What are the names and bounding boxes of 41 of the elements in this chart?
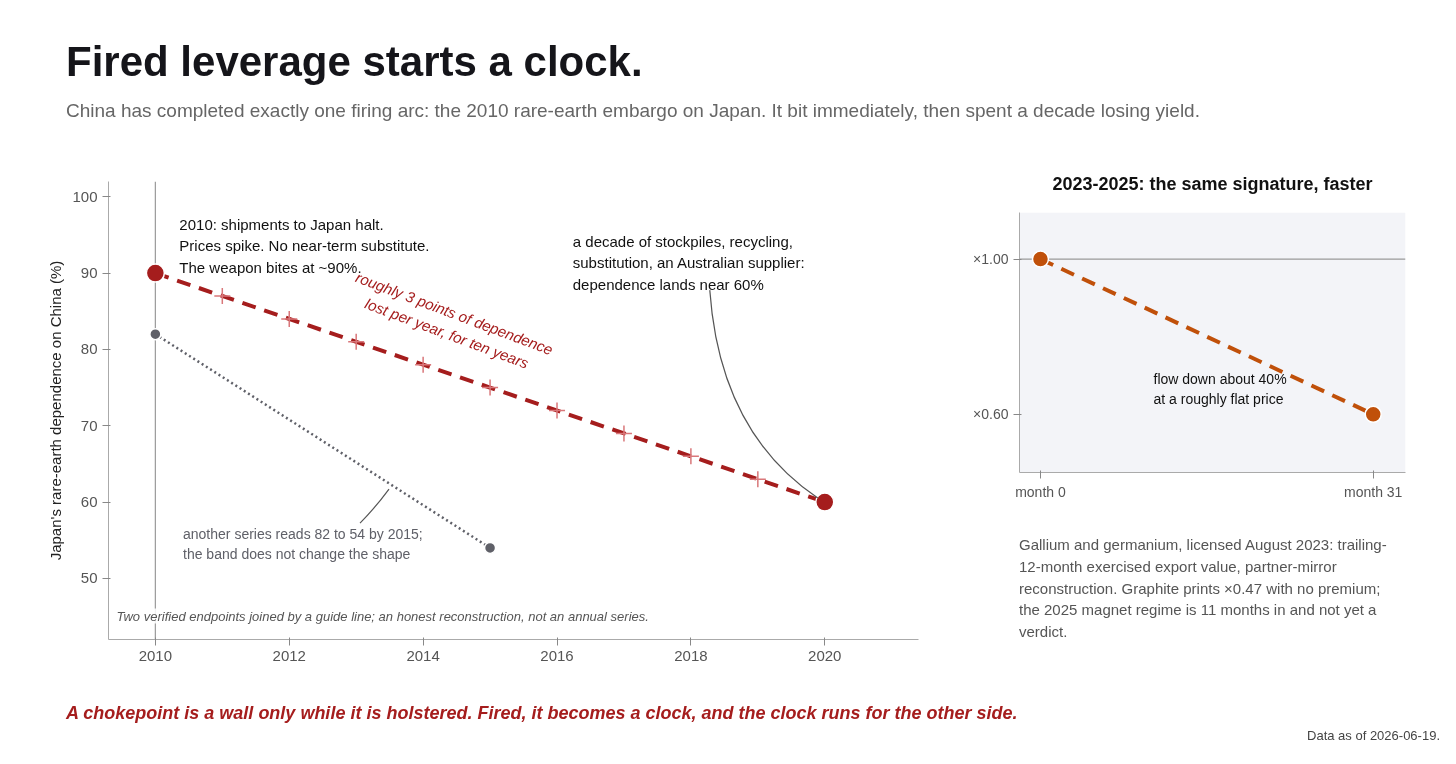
annotation: a decade of stockpiles, recycling, substitution, an Australian supplier: dependence lands near 60% [572, 233, 805, 293]
x-tick-label: 2010 [138, 646, 173, 664]
y-axis-title: Japan's rare-earth dependence on China (%) [47, 260, 65, 561]
text: Gallium and germanium, licensed August 2023: trailing-12-month exercised export value, partner-mirror reconstruction. Graphite prints ×0.47 with no premium; the 2025 magnet regime is 11 months in and not yet a verdict. [1019, 535, 1388, 642]
point [280, 310, 298, 328]
y-tick-label: 70 [80, 416, 98, 434]
x-tick-label: 2018 [674, 646, 708, 664]
x-tick-label: month 0 [1015, 483, 1066, 500]
y-tick-label: 50 [80, 569, 98, 587]
point [213, 287, 232, 305]
point [149, 327, 162, 341]
chart-title: Fired leverage starts a clock. [66, 37, 643, 87]
x-tick-label: month 31 [1344, 483, 1403, 500]
point [749, 470, 767, 488]
y-tick-label: ×1.00 [973, 251, 1009, 268]
annotation: Two verified endpoints joined by a guide line; an honest reconstruction, not an annual series. [116, 608, 649, 624]
point [483, 541, 497, 555]
point [347, 333, 365, 351]
point [815, 492, 835, 512]
text: A chokepoint is a wall only while it is holstered. Fired, it becomes a clock, and the clock runs for the other side. [66, 702, 1018, 725]
y-tick-label: 60 [80, 493, 98, 511]
chart-title: 2023-2025: the same signature, faster [1052, 173, 1373, 194]
y-tick-label: 100 [72, 187, 98, 205]
y-tick-label: 80 [80, 340, 98, 358]
point [414, 355, 432, 374]
chart-subtitle: China has completed exactly one firing arc: the 2010 rare-earth embargo on Japan. It bit immediately, then spent a decade losing yield. [66, 99, 1200, 123]
point [145, 263, 166, 283]
point [481, 378, 499, 397]
y-tick-label: 90 [80, 264, 98, 282]
annotation: another series reads 82 to 54 by 2015; the band does not change the shape [183, 526, 423, 563]
point [615, 424, 633, 443]
x-tick-label: 2012 [272, 646, 306, 664]
x-tick-label: 2014 [406, 646, 440, 664]
point [548, 401, 566, 420]
x-tick-label: 2020 [808, 646, 842, 664]
x-tick-label: 2016 [540, 646, 574, 664]
y-tick-label: ×0.60 [973, 406, 1009, 423]
annotation: flow down about 40% at a roughly flat price [1153, 370, 1287, 407]
point [682, 447, 700, 466]
annotation: 2010: shipments to Japan halt. Prices spike. No near-term substitute. The weapon bites at ~90%. [179, 216, 430, 276]
text: Data as of 2026-06-19. [1307, 727, 1440, 745]
